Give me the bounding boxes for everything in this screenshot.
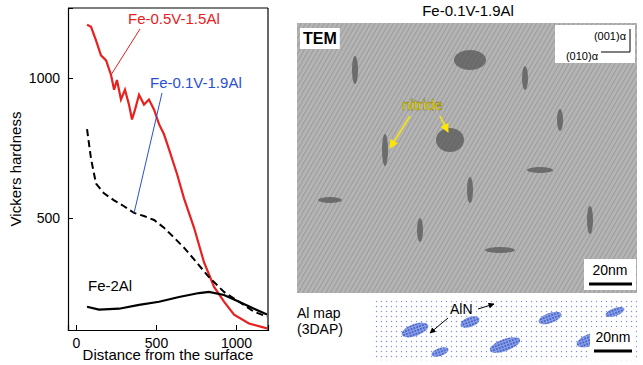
y-tick: 1000 [29,70,73,86]
orientation-arrow [601,52,630,53]
scale-bar-label: 20nm [595,329,630,345]
tem-label: TEM [303,30,337,47]
x-axis-title: Distance from the surface [83,346,254,363]
series-line [87,25,267,329]
annotation-label: AlN [450,301,473,317]
annotation-arrow [390,116,410,148]
atom-map-cluster [604,305,626,319]
y-tick-mark [68,78,73,79]
atom-map-cluster [537,309,563,327]
scale-bar [589,283,632,286]
label-leader [134,93,162,213]
tem-feature [382,134,388,166]
x-tick-mark [156,325,157,330]
figure: 050010005001000Vickers hardnessDistance … [0,0,643,365]
label-leader [111,29,140,75]
label-patch [590,327,636,358]
tem-image [297,23,637,293]
tem-feature [587,206,593,234]
frame-right [267,8,268,330]
y-axis-line [69,9,74,331]
tem-feature [454,50,486,70]
y-axis-title: Vickers hardness [7,112,24,227]
tem-feature [318,197,342,203]
y-tick-label: 1000 [29,70,60,86]
scale-bar [594,350,632,353]
atom-map-panel: Al map(3DAP) AlN 20nm [297,300,637,361]
tem-feature [522,66,528,90]
atom-map-label: Al map(3DAP) [297,305,343,337]
tem-feature [417,218,423,242]
plot-area [87,25,267,329]
label-patch [584,259,636,290]
series-label: Fe-2Al [88,277,132,294]
y-tick-label: 500 [37,210,61,226]
annotation-arrow [430,318,448,333]
panel-title: Fe-0.1V-1.9Al [422,2,514,19]
y-tick-mark [68,218,73,219]
annotation-label: nitride [402,96,443,113]
atom-map-cluster [400,320,430,341]
x-tick-label: 0 [73,335,81,351]
label-patch [448,300,475,318]
scale-bar-label: 20nm [592,262,627,278]
tem-feature [527,167,553,173]
x-tick: 0 [73,325,81,351]
label-patch [555,25,635,63]
series-line [87,129,267,316]
atom-map-cluster [488,334,522,356]
tem-feature [467,177,473,203]
tem-panel: TEM (001)α (010)α nitride 20nm [297,23,637,293]
frame-top [68,7,268,8]
atom-map-image [372,300,637,361]
tem-feature [557,109,563,131]
label-patch [300,28,340,49]
orientation-label: (010)α [566,50,599,62]
annotation-arrow [440,116,448,132]
series-label: Fe-0.5V-1.5Al [128,10,220,27]
tem-feature [485,247,515,253]
tem-feature [352,56,358,84]
series-label: Fe-0.1V-1.9Al [150,74,242,91]
tem-feature [436,128,464,152]
orientation-arrow [630,29,631,52]
orientation-label: (001)α [594,30,627,42]
annotation-arrow [478,304,494,309]
x-axis-line [69,325,269,331]
atom-map-cluster [430,345,450,359]
y-tick: 500 [37,210,73,226]
y-axis: 500 1000 [29,9,73,331]
series-line [87,292,267,315]
x-tick-mark [76,325,77,330]
x-tick-mark [236,325,237,330]
